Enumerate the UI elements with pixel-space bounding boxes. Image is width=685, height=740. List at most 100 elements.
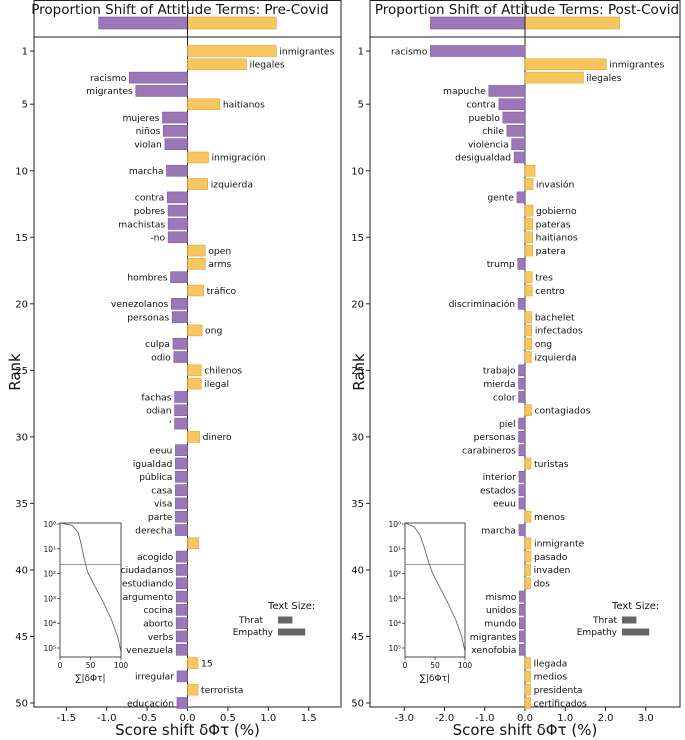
bar-word-label: eeuu [493,499,516,510]
bar-negative [519,604,526,616]
y-tick-label: 50 [351,699,364,710]
inset-y-tick-label: 10¹ [388,545,401,554]
y-tick-label: 1 [358,47,364,58]
inset-y-tick-label: 10³ [43,594,56,603]
bar-word-label: parte [148,512,173,523]
bar-word-label: ciudadanos [121,565,174,576]
bar-word-label: marcha [129,166,164,177]
bar-positive [187,377,202,390]
bar-word-label: acogido [137,552,174,563]
x-axis-label: Score shift δΦτ (%) [453,721,598,739]
bar-negative [519,590,526,603]
inset-frame [59,522,122,658]
x-tick-label: -3.0 [394,713,414,724]
bar-word-label: cocina [143,605,173,616]
bar-negative [175,444,188,456]
bar-word-label: contagiados [534,406,590,417]
bar-word-label: venezuela [126,645,173,656]
bar-word-label: hombres [127,273,167,284]
bar-word-label: personas [474,432,516,443]
y-tick-label: 10 [15,166,28,177]
bar-word-label: chilenos [204,366,242,377]
bar-word-label: pobres [134,206,166,217]
bar-negative [175,630,188,643]
bar-word-label: inmigrantes [279,46,334,57]
bar-word-label: ilegal [204,379,229,390]
bar-positive [524,204,534,217]
bar-word-label: turistas [534,459,569,470]
inset-x-tick-label: 100 [458,661,473,670]
bar-positive [524,577,531,590]
bar-negative [518,417,526,430]
bar-word-label: haitianos [223,100,265,111]
bar-word-label: venezolanos [111,299,169,310]
bar-negative [175,484,188,496]
bar-word-label: violan [134,139,162,150]
y-tick-label: 40 [15,565,28,576]
bar-negative [517,298,526,310]
x-tick-label: -1.0 [97,713,117,724]
bar-word-label: marcha [481,525,516,536]
bar-negative [430,45,526,57]
x-axis-label: Score shift δΦτ (%) [115,721,260,739]
inset-y-tick-label: 10² [388,570,401,579]
bar-positive [187,151,209,164]
bar-word-label: educación [127,698,174,709]
bar-negative [174,417,188,430]
x-tick-label: -2.0 [435,713,455,724]
legend-item-label: Thrat [238,616,263,626]
inset-x-tick-label: 0 [403,661,408,670]
y-axis-label: Rank [350,353,368,391]
bar-word-label: inmigrante [534,539,585,550]
bar-negative [175,604,188,616]
y-tick-label: 30 [15,432,28,443]
bar-word-label: ong [205,326,222,337]
bar-positive [187,258,206,270]
inset-x-tick-label: 50 [430,661,440,670]
bar-word-label: interior [483,472,517,483]
bar-word-label: aborto [143,618,173,629]
bar-positive [524,244,533,257]
y-tick-label: 40 [351,565,364,576]
bar-positive [524,550,532,563]
bar-negative [167,218,188,230]
bar-positive [187,98,221,111]
bar-negative [171,298,188,310]
bar-word-label: arms [208,259,231,270]
bar-negative [518,470,526,483]
bar-word-label: violencia [468,139,509,150]
bar-positive [187,431,200,443]
bar-positive [524,697,531,709]
bar-word-label: gente [487,193,514,204]
bar-negative [518,377,526,390]
inset-y-tick-label: 10² [43,570,56,579]
bar-word-label: eeuu [149,445,172,456]
y-tick-label: 20 [351,299,364,310]
inset-x-label: ∑|δΦτ| [420,674,450,684]
bar-word-label: open [208,246,231,257]
bar-positive [524,683,531,696]
bar-word-label: culpa [145,339,170,350]
bar-word-label: mismo [485,592,516,603]
bar-word-label: pública [139,472,172,483]
bar-positive [524,178,534,190]
bar-word-label: derecha [135,525,172,536]
bar-positive [524,231,533,244]
bar-word-label: machistas [118,219,165,230]
y-tick-label: 35 [15,499,28,510]
x-tick-label: 3.0 [638,713,654,724]
bar-word-label: pueblo [469,113,501,124]
bar-word-label: centro [535,286,565,297]
y-tick-label: 25 [351,366,364,377]
bar-positive [524,404,532,417]
bar-word-label: estados [480,485,516,496]
bar-word-label: argumento [123,592,174,603]
bar-word-label: discriminación [449,299,516,310]
bar-negative [175,577,188,590]
bar-negative [175,550,188,563]
bar-negative [488,85,526,97]
bar-word-label: racismo [90,73,127,84]
bar-word-label: fachas [141,392,171,403]
bar-word-label: ilegales [586,73,621,84]
